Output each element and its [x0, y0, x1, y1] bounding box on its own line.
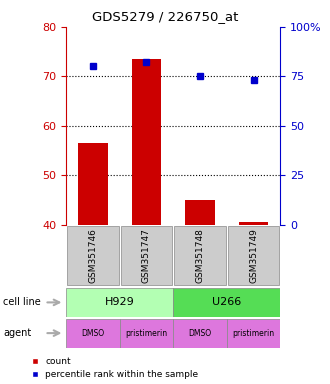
Text: pristimerin: pristimerin — [233, 329, 275, 338]
Bar — [173, 319, 227, 348]
Bar — [78, 143, 108, 225]
Text: U266: U266 — [212, 297, 242, 308]
Bar — [174, 226, 226, 285]
Legend: count, percentile rank within the sample: count, percentile rank within the sample — [31, 357, 198, 379]
Bar — [119, 319, 173, 348]
Bar — [132, 59, 161, 225]
Bar — [66, 288, 173, 317]
Text: GSM351749: GSM351749 — [249, 228, 258, 283]
Text: GSM351746: GSM351746 — [88, 228, 97, 283]
Bar — [228, 226, 280, 285]
Text: DMSO: DMSO — [81, 329, 104, 338]
Text: cell line: cell line — [3, 297, 41, 308]
Bar — [239, 222, 268, 225]
Bar — [121, 226, 172, 285]
Text: GSM351748: GSM351748 — [196, 228, 205, 283]
Bar — [227, 319, 280, 348]
Text: GDS5279 / 226750_at: GDS5279 / 226750_at — [92, 10, 238, 23]
Text: pristimerin: pristimerin — [125, 329, 168, 338]
Text: agent: agent — [3, 328, 32, 338]
Bar — [185, 200, 215, 225]
Bar — [66, 319, 119, 348]
Bar — [67, 226, 118, 285]
Text: GSM351747: GSM351747 — [142, 228, 151, 283]
Text: H929: H929 — [105, 297, 135, 308]
Text: DMSO: DMSO — [188, 329, 212, 338]
Bar — [173, 288, 280, 317]
